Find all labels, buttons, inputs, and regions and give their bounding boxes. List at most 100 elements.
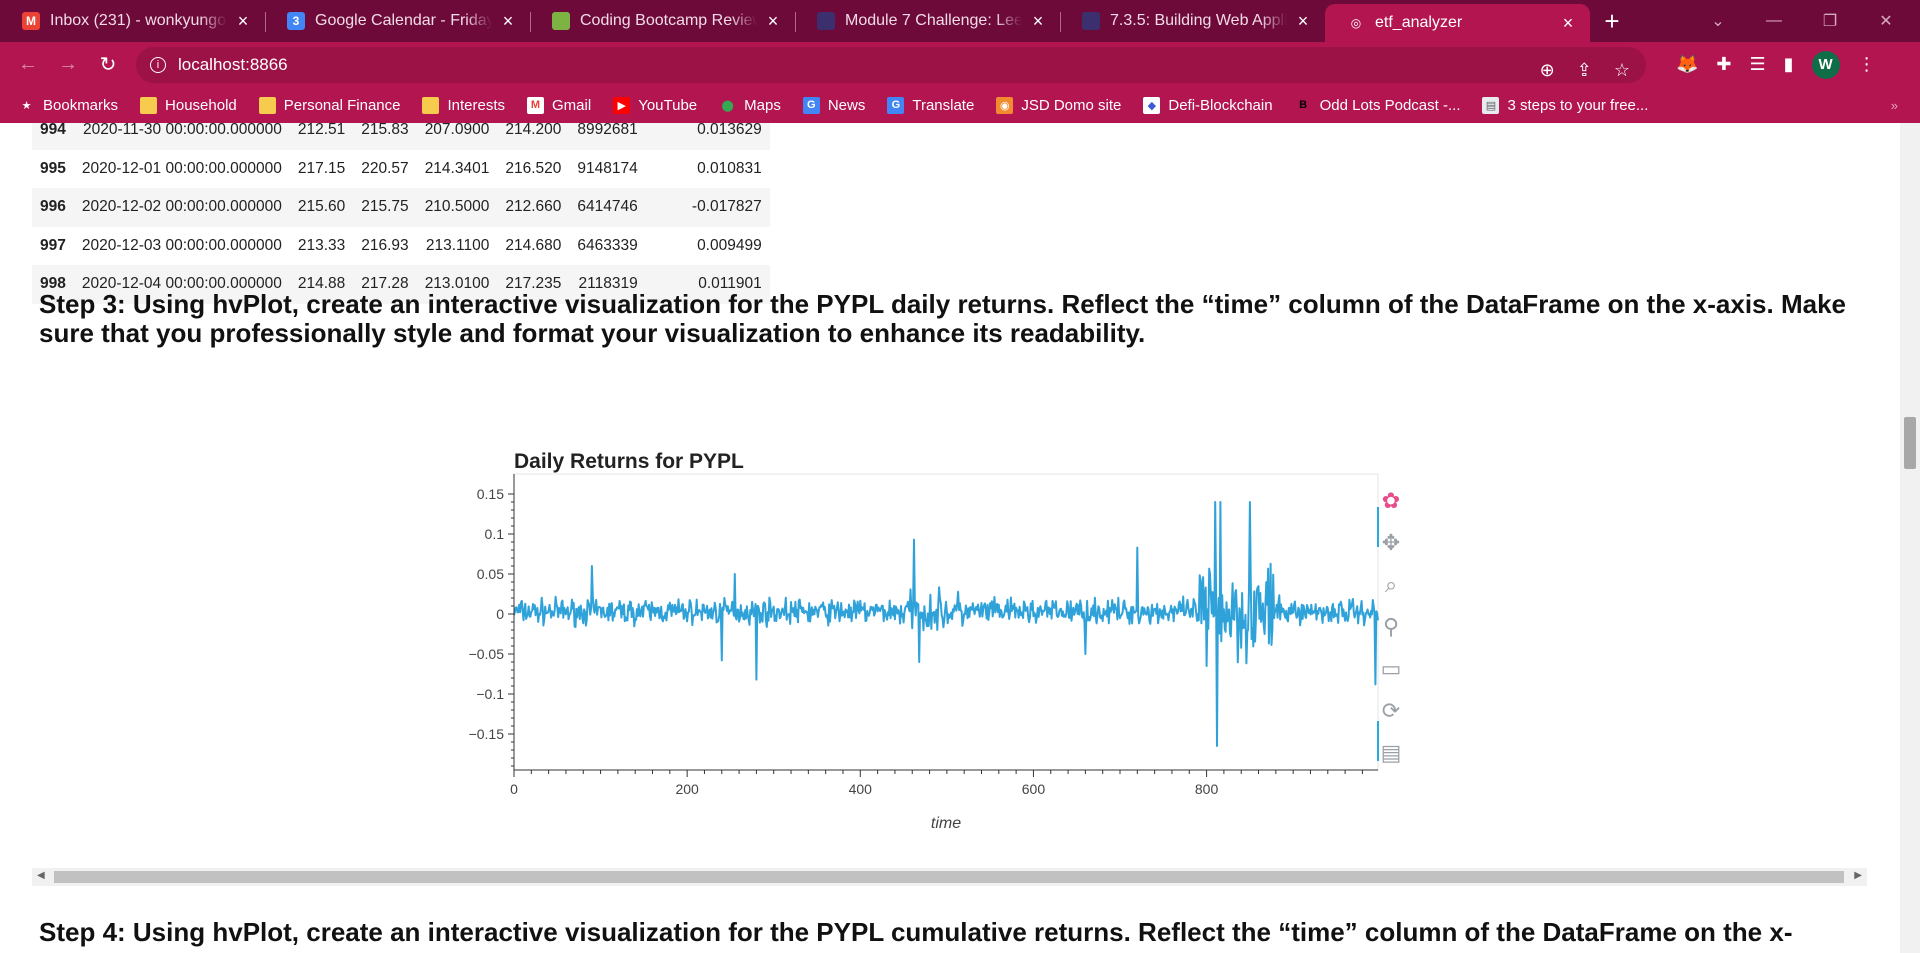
bookmark-13[interactable]: ▤ 3 steps to your free... [1482,96,1648,114]
pan-icon[interactable]: ✥ [1381,530,1401,555]
reset-icon[interactable]: ⟳ [1381,698,1401,723]
minimize-icon[interactable]: — [1766,12,1782,29]
notebook-page: 994 2020-11-30 00:00:00.000000 212.51 215.8… [0,123,1920,953]
tab-3[interactable]: Coding Bootcamp Reviews × [530,0,795,42]
dataframe-table: 994 2020-11-30 00:00:00.000000 212.51 215.8… [32,123,770,304]
tab-close-icon[interactable]: × [767,10,779,31]
reading-list-icon[interactable]: ☰ [1749,54,1766,74]
restore-icon[interactable]: ❐ [1822,13,1838,30]
tab-title: etf_analyzer [1375,14,1463,31]
reload-icon[interactable]: ↻ [99,54,117,76]
folder-icon [258,96,276,114]
vertical-scroll-thumb[interactable] [1904,417,1916,469]
close-window-icon[interactable]: ✕ [1879,13,1893,30]
table-row: 997 2020-12-03 00:00:00.000000 213.33 216.9… [32,227,770,266]
chart-svg[interactable]: 0.15 0.1 0.05 0 −0.05 −0.1 −0.15 0 200 400 600 800 t… [455,450,1430,850]
metamask-icon[interactable]: 🦊 [1676,54,1699,74]
plot-frame [513,473,1379,771]
address-bar[interactable]: i localhost:8866 ⊕ ⇪ ☆ [136,47,1646,83]
zoom-icon[interactable]: ⊕ [1539,59,1555,80]
bookmark-7[interactable]: ⬤ Maps [719,97,780,114]
bookmark-8[interactable]: G News [802,96,865,114]
table-cell: 2020-12-03 00:00:00.000000 [81,236,282,254]
tab-close-icon[interactable]: × [502,10,514,31]
bookmark-6[interactable]: ▶ YouTube [613,96,698,114]
table-cell: 213.0100 [416,265,498,304]
more-bookmarks-icon[interactable]: » [1890,97,1898,113]
tab-5[interactable]: 7.3.5: Building Web Applica × [1060,0,1325,42]
tab-close-icon[interactable]: × [1297,10,1309,31]
forward-icon[interactable]: → [58,53,78,75]
table-cell: 0.011901 [645,265,770,304]
table-cell: 214.3401 [424,159,490,177]
bookmark-5[interactable]: M Gmail [527,96,591,114]
site-info-icon[interactable]: i [150,57,166,73]
table-cell: 214.88 [289,265,354,304]
table-cell: 995 [40,159,66,177]
table-row: 994 2020-11-30 00:00:00.000000 212.51 215.8… [32,123,770,150]
tab-search-icon[interactable]: ⌄ [1711,13,1725,30]
scroll-left-icon[interactable]: ◀ [37,870,45,881]
tab-1[interactable]: M Inbox (231) - wonkyungogl × [0,0,265,42]
table-cell: 6463339 [577,236,638,254]
table-cell: 214.200 [497,123,570,150]
box-zoom-icon[interactable]: ⌕ [1384,572,1398,597]
save-icon[interactable]: ▭ [1380,656,1402,681]
new-tab-button[interactable]: + [1604,5,1620,36]
domo-icon: ◉ [996,96,1014,114]
horizontal-scroll-thumb[interactable] [54,871,1844,883]
bookmark-12[interactable]: B Odd Lots Podcast -... [1295,97,1460,114]
y-tick-label: 0.15 [477,486,504,502]
table-cell: 996 [32,188,74,227]
side-panel-icon[interactable]: ▮ [1783,54,1794,74]
table-row: 998 2020-12-04 00:00:00.000000 214.88 217.2… [32,265,770,304]
bookmark-label: Interests [447,96,506,114]
tab-2[interactable]: 3 Google Calendar - Friday, J × [265,0,530,42]
share-icon[interactable]: ⇪ [1576,59,1592,80]
daily-returns-chart[interactable]: Daily Returns for PYPL 0.15 0.1 0.05 0 −0.05… [455,450,1430,850]
bookmark-label: Bookmarks [43,96,119,114]
menu-icon[interactable]: ⋮ [1857,54,1876,74]
tab-4[interactable]: Module 7 Challenge: Lee, W × [795,0,1060,42]
y-tick-label: −0.05 [469,646,505,662]
folder-icon [140,96,158,114]
table-cell: 215.83 [353,123,417,150]
star-icon: ★ [21,99,32,112]
tab-title: Google Calendar - Friday, J [315,12,492,29]
table-cell: -0.017827 [645,188,770,227]
chart-title: Daily Returns for PYPL [514,450,744,473]
table-cell: 215.75 [353,188,417,227]
avatar[interactable]: W [1811,50,1840,79]
back-icon[interactable]: ← [18,53,38,75]
tab-close-icon[interactable]: × [1562,12,1574,33]
scroll-right-icon[interactable]: ▶ [1854,870,1862,881]
tab-6[interactable]: ◎ etf_analyzer × [1325,4,1590,42]
hover-icon[interactable]: ▤ [1380,740,1402,765]
bookmark-2[interactable]: Household [140,96,237,114]
folder-icon [422,96,440,114]
active-tool-indicator [1377,507,1379,547]
table-cell: 214.680 [505,236,562,254]
extensions-icon[interactable]: ✚ [1716,54,1732,74]
bookmark-label: JSD Domo site [1021,96,1122,114]
vertical-scrollbar[interactable] [1900,123,1920,953]
table-row: 995 2020-12-01 00:00:00.000000 217.15 220.5… [32,150,770,189]
bookmark-star-icon[interactable]: ☆ [1613,59,1630,80]
tab-title: 7.3.5: Building Web Applica [1110,12,1287,29]
horizontal-scrollbar[interactable]: ◀ ▶ [32,868,1867,886]
tab-close-icon[interactable]: × [237,10,249,31]
bookmark-3[interactable]: Personal Finance [258,96,400,114]
bookmark-1[interactable]: ★ Bookmarks [18,97,118,114]
bookmark-4[interactable]: Interests [422,96,506,114]
maps-icon: ⬤ [721,99,734,112]
tab-close-icon[interactable]: × [1032,10,1044,31]
active-tool-indicator [1377,721,1379,761]
bookmark-label: YouTube [638,96,698,114]
bookmark-9[interactable]: G Translate [887,96,974,114]
calendar-icon: 3 [287,12,305,30]
wheel-zoom-icon[interactable]: ⚲ [1382,614,1400,639]
daily-returns-line [513,501,1379,747]
bookmark-11[interactable]: ◆ Defi-Blockchain [1143,96,1273,114]
bokeh-logo-icon[interactable]: ✿ [1381,488,1401,513]
bookmark-10[interactable]: ◉ JSD Domo site [996,96,1122,114]
